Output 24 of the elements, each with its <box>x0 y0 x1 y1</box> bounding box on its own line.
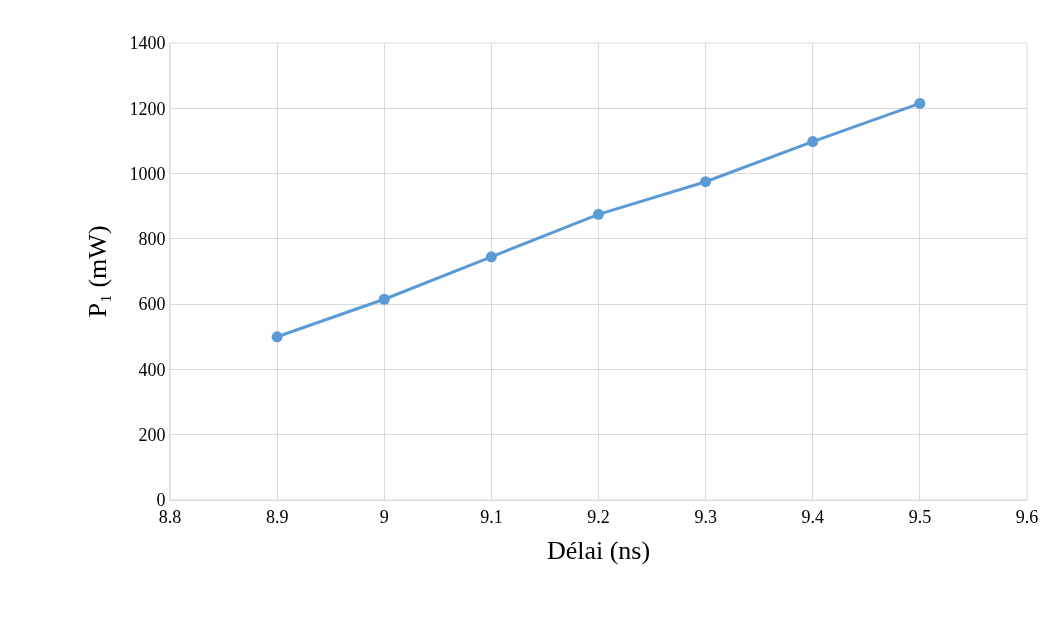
y-tick-label: 400 <box>138 359 166 380</box>
x-tick-label: 9.1 <box>480 506 503 527</box>
y-tick-label: 600 <box>138 294 166 315</box>
x-tick-label: 9.6 <box>1015 506 1039 527</box>
x-tick-label: 9.3 <box>694 506 717 527</box>
y-tick-label: 1000 <box>129 163 166 184</box>
point <box>807 136 819 148</box>
point <box>271 331 283 343</box>
y-tick-label: 1200 <box>129 98 166 119</box>
point <box>485 251 497 263</box>
x-tick-label: 9 <box>379 506 389 527</box>
point <box>593 208 604 220</box>
x-axis-title: Délai (ns) <box>546 536 651 566</box>
y-axis-title: P₁ (mW) <box>82 225 112 318</box>
y-tick-label: 200 <box>138 425 166 446</box>
y-tick-label: 800 <box>138 229 166 250</box>
point <box>378 293 390 305</box>
x-tick-label: 9.2 <box>587 506 610 527</box>
y-tick-label: 1400 <box>129 33 166 54</box>
point <box>700 176 712 188</box>
x-tick-label: 8.9 <box>265 506 289 527</box>
x-tick-label: 9.5 <box>908 506 932 527</box>
x-tick-label: 9.4 <box>801 506 824 527</box>
point <box>914 97 926 109</box>
